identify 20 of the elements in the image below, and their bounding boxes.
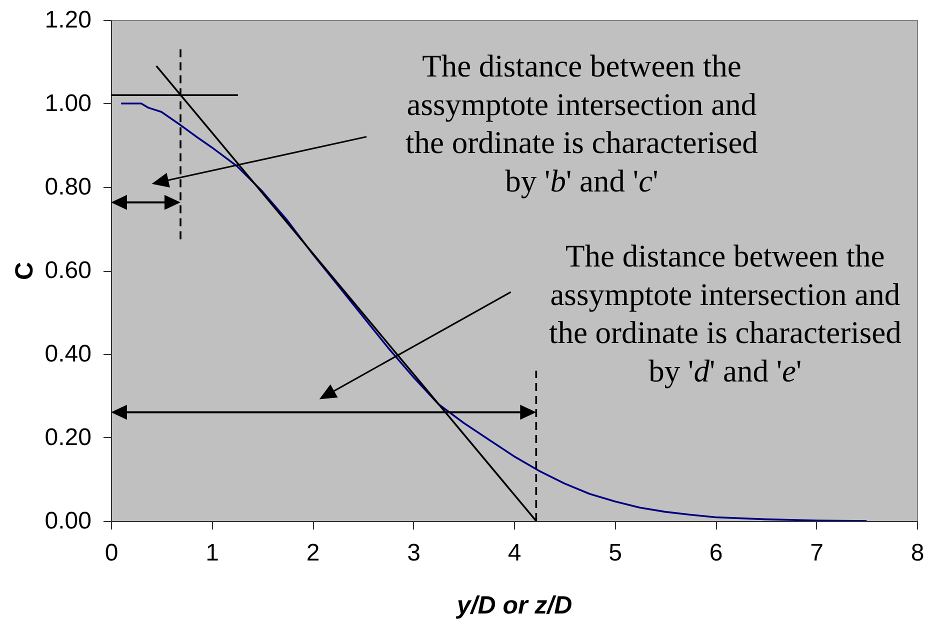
y-tick-label: 0.00	[44, 508, 92, 534]
x-tick-label: 0	[104, 540, 118, 566]
x-tick-label: 2	[306, 540, 320, 566]
y-tick-label: 1.00	[44, 90, 92, 117]
x-tick-label: 1	[206, 540, 219, 566]
y-tick-label: 1.20	[44, 6, 92, 34]
x-axis-title: y/D or z/D	[454, 592, 572, 620]
x-tick-label: 7	[810, 540, 824, 566]
y-tick-label: 0.60	[44, 257, 92, 284]
x-tick-label: 4	[508, 540, 522, 566]
text: The distance between the assymptote intersection and the ordinate is characterised by 'd' and 'e'	[548, 238, 902, 388]
text: The distance between the assymptote intersection and the ordinate is characterised by 'b' and 'c'	[405, 48, 758, 199]
y-tick-label: 0.80	[44, 174, 92, 200]
x-tick-label: 6	[709, 540, 723, 566]
x-tick-label: 5	[608, 540, 622, 566]
y-tick-label: 0.40	[44, 340, 92, 368]
x-tick-label: 8	[910, 540, 924, 566]
y-tick-label: 0.20	[44, 424, 92, 451]
y-axis-title: C	[10, 262, 38, 280]
x-tick-label: 3	[407, 540, 420, 566]
